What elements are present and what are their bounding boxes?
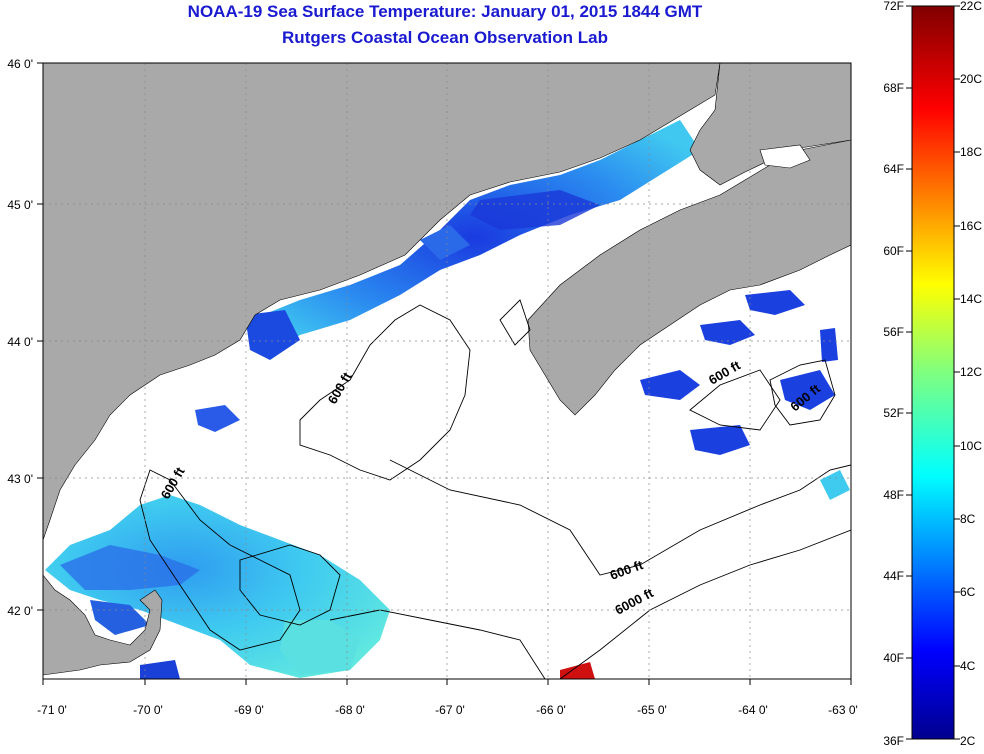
colorbar: 72F 68F 64F 60F 56F 52F 48F 44F 40F 36F … [883, 0, 982, 748]
colorbar-gradient [911, 5, 955, 740]
lon-tick-label: -64 0' [738, 703, 768, 717]
sst-scattered-patches [195, 290, 850, 679]
lat-tick-label: 43 0' [7, 472, 33, 486]
lon-tick-label: -70 0' [133, 703, 163, 717]
colorbar-label-f: 40F [883, 651, 904, 665]
colorbar-label-c: 8C [960, 512, 976, 526]
sst-coastal-band [245, 120, 700, 360]
colorbar-label-c: 22C [960, 0, 982, 13]
warm-water-patch [560, 662, 595, 679]
colorbar-label-c: 20C [960, 72, 982, 86]
colorbar-label-c: 12C [960, 365, 982, 379]
lon-tick-label: -66 0' [536, 703, 566, 717]
colorbar-label-c: 10C [960, 439, 982, 453]
lon-tick-label: -67 0' [435, 703, 465, 717]
colorbar-label-f: 68F [883, 81, 904, 95]
map-subtitle: Rutgers Coastal Ocean Observation Lab [282, 28, 608, 47]
lat-tick-label: 44 0' [7, 335, 33, 349]
colorbar-label-c: 6C [960, 585, 976, 599]
tick-marks [37, 62, 852, 685]
colorbar-label-f: 64F [883, 162, 904, 176]
colorbar-label-f: 52F [883, 406, 904, 420]
lon-tick-label: -63 0' [828, 703, 858, 717]
lon-tick-label: -65 0' [637, 703, 667, 717]
lat-tick-label: 45 0' [7, 198, 33, 212]
depth-contours [139, 299, 851, 679]
colorbar-label-f: 44F [883, 569, 904, 583]
lat-tick-labels: 46 0' 45 0' 44 0' 43 0' 42 0' [7, 57, 33, 618]
colorbar-label-f: 56F [883, 325, 904, 339]
lon-tick-labels: -71 0' -70 0' -69 0' -68 0' -67 0' -66 0… [37, 703, 858, 717]
colorbar-label-f: 72F [883, 0, 904, 13]
sst-cape-cod-patch [45, 495, 390, 679]
map-title: NOAA-19 Sea Surface Temperature: January… [187, 2, 703, 21]
colorbar-label-f: 60F [883, 244, 904, 258]
grid [43, 63, 851, 679]
lon-tick-label: -68 0' [335, 703, 365, 717]
colorbar-label-c: 2C [960, 734, 976, 748]
lon-tick-label: -71 0' [37, 703, 67, 717]
colorbar-label-c: 14C [960, 292, 982, 306]
colorbar-label-f: 36F [883, 734, 904, 748]
land [43, 63, 851, 676]
colorbar-label-c: 4C [960, 659, 976, 673]
colorbar-label-f: 48F [883, 488, 904, 502]
colorbar-label-c: 18C [960, 145, 982, 159]
colorbar-label-c: 16C [960, 219, 982, 233]
lat-tick-label: 46 0' [7, 57, 33, 71]
lon-tick-label: -69 0' [234, 703, 264, 717]
lat-tick-label: 42 0' [7, 604, 33, 618]
